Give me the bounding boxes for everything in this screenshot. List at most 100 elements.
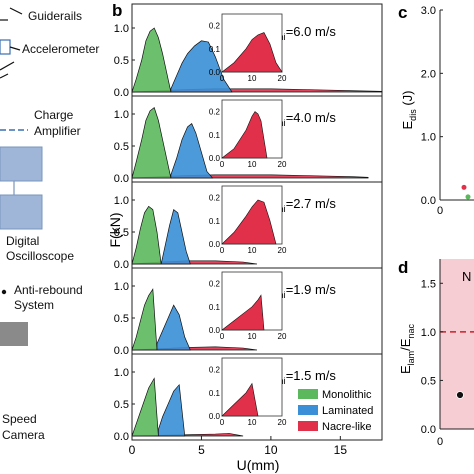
inset-y-tick-label: 0.2 <box>209 194 221 203</box>
inset-y-tick-label: 0.2 <box>209 108 221 117</box>
inset-y-tick-label: 0.2 <box>209 22 221 31</box>
oscilloscope-label: Oscilloscope <box>6 249 75 263</box>
panel-b-letter: b <box>112 1 122 20</box>
y-tick-label: 1.0 <box>114 195 129 207</box>
series-laminated-area <box>170 40 233 93</box>
legend-label-monolithic: Monolithic <box>322 389 372 401</box>
series-monolithic-area <box>131 27 172 93</box>
inset-y-tick-label: 0.1 <box>209 131 221 140</box>
legend-swatch-monolithic <box>298 389 318 399</box>
y-tick-label: 0.0 <box>114 87 129 99</box>
panel-c-ylabel-sub: dis <box>408 109 418 121</box>
velocity-value: =1.9 m/s <box>286 282 337 297</box>
inset-x-tick-label: 0 <box>220 418 225 427</box>
y-tick-label: 0.5 <box>114 399 129 411</box>
panel-d-point <box>456 391 464 399</box>
inset-nacre-area <box>221 199 277 245</box>
y-tick-label: 0.5 <box>114 227 129 239</box>
panel-c-x-tick-label: 0 <box>437 205 443 217</box>
legend-swatch-laminated <box>298 405 318 415</box>
inset-nacre-area <box>221 111 268 159</box>
inset-y-tick-label: 0.1 <box>209 45 221 54</box>
series-laminated-area <box>160 209 191 265</box>
series-monolithic-area <box>131 205 162 265</box>
panel-d-y-tick-label: 1.0 <box>421 327 436 339</box>
amplifier-label: Amplifier <box>34 124 81 138</box>
panel-d-letter: d <box>398 258 408 277</box>
x-tick-label: 10 <box>264 443 278 457</box>
inset-x-tick-label: 20 <box>278 418 287 427</box>
speed-label: Speed <box>2 412 37 426</box>
accelerometer-box <box>0 39 11 55</box>
system-label: System <box>14 298 55 312</box>
inset-y-tick-label: 0.1 <box>209 303 221 312</box>
velocity-value: =1.5 m/s <box>286 368 337 383</box>
velocity-value: =2.7 m/s <box>286 196 337 211</box>
inset-nacre-area <box>221 32 283 73</box>
y-axis-label: F(kN) <box>108 213 123 248</box>
inset-x-tick-label: 20 <box>278 74 287 83</box>
inset-x-tick-label: 0 <box>220 332 225 341</box>
panel-c-point-monolithic <box>465 194 471 200</box>
sensor-leader-2 <box>0 73 9 79</box>
y-tick-label: 0.0 <box>114 173 129 185</box>
speed-camera-box <box>0 322 28 346</box>
series-laminated-area <box>156 304 191 351</box>
y-tick-label: 0.5 <box>114 141 129 153</box>
y-tick-label: 1.0 <box>114 281 129 293</box>
velocity-value: =4.0 m/s <box>286 110 337 125</box>
accelerometer-leader <box>9 46 21 51</box>
panel-c-y-tick-label: 1.0 <box>421 132 436 144</box>
inset-nacre-area <box>221 382 259 417</box>
y-tick-label: 0.0 <box>114 345 129 357</box>
x-tick-label: 15 <box>334 443 348 457</box>
series-monolithic-area <box>131 377 159 437</box>
camera-label: Camera <box>2 428 45 442</box>
panel-d-y-tick-label: 0.0 <box>421 424 436 436</box>
panel-d-chart: d 1.5 1.0 0.5 0.00 N Elam/Enac <box>398 258 474 448</box>
y-tick-label: 0.5 <box>114 313 129 325</box>
panel-c-letter: c <box>398 3 407 22</box>
panel-c-y-axis-label: Edis (J) <box>400 91 418 130</box>
legend-label-laminated: Laminated <box>322 405 373 417</box>
charge-label: Charge <box>34 108 74 122</box>
x-tick-label: 5 <box>198 443 205 457</box>
inset-y-tick-label: 0.2 <box>209 280 221 289</box>
accelerometer-label: Accelerometer <box>22 42 100 56</box>
panel-d-x-tick-label: 0 <box>437 436 443 448</box>
anti-rebound-dot <box>1 289 7 295</box>
inset-y-tick-label: 0.0 <box>209 68 221 77</box>
anti-rebound-label: Anti-rebound <box>14 283 83 297</box>
panel-d-ylabel-sub2: nac <box>406 324 416 339</box>
panel-d-region-label: N <box>462 269 471 284</box>
guiderails-label: Guiderails <box>28 9 83 23</box>
panel-d-y-tick-label: 1.5 <box>421 278 436 290</box>
panel-b-frame <box>131 3 383 441</box>
panel-c-point-nacrelike <box>461 184 467 190</box>
inset-x-tick-label: 10 <box>248 160 257 169</box>
inset-x-tick-label: 20 <box>278 332 287 341</box>
legend-swatch-nacrelike <box>298 421 318 431</box>
panel-c-y-tick-label: 0.0 <box>421 195 436 207</box>
y-tick-label: 1.0 <box>114 23 129 35</box>
panel-c-chart: c 3.0 2.0 1.0 0.00 Edis (J) <box>398 3 474 217</box>
panel-d-ylabel-sub1: lam <box>406 351 416 366</box>
panel-d-y-tick-label: 0.5 <box>421 375 436 387</box>
inset-y-tick-label: 0.0 <box>209 154 221 163</box>
inset-x-tick-label: 20 <box>278 246 287 255</box>
inset-x-tick-label: 10 <box>248 246 257 255</box>
panel-d-shaded-region <box>440 259 474 429</box>
x-tick-label: 0 <box>129 443 136 457</box>
oscilloscope-box <box>0 194 43 230</box>
sensor-leader <box>0 61 15 71</box>
inset-y-tick-label: 0.0 <box>209 326 221 335</box>
series-laminated-area <box>158 383 186 437</box>
inset-x-tick-label: 20 <box>278 160 287 169</box>
inset-y-tick-label: 0.1 <box>209 389 221 398</box>
series-monolithic-area <box>131 107 172 179</box>
guiderail-leader <box>9 7 23 15</box>
y-tick-label: 0.5 <box>114 55 129 67</box>
panel-d-y-axis-label: Elam/Enac <box>398 324 416 374</box>
setup-diagram <box>0 7 43 346</box>
y-tick-label: 1.0 <box>114 109 129 121</box>
